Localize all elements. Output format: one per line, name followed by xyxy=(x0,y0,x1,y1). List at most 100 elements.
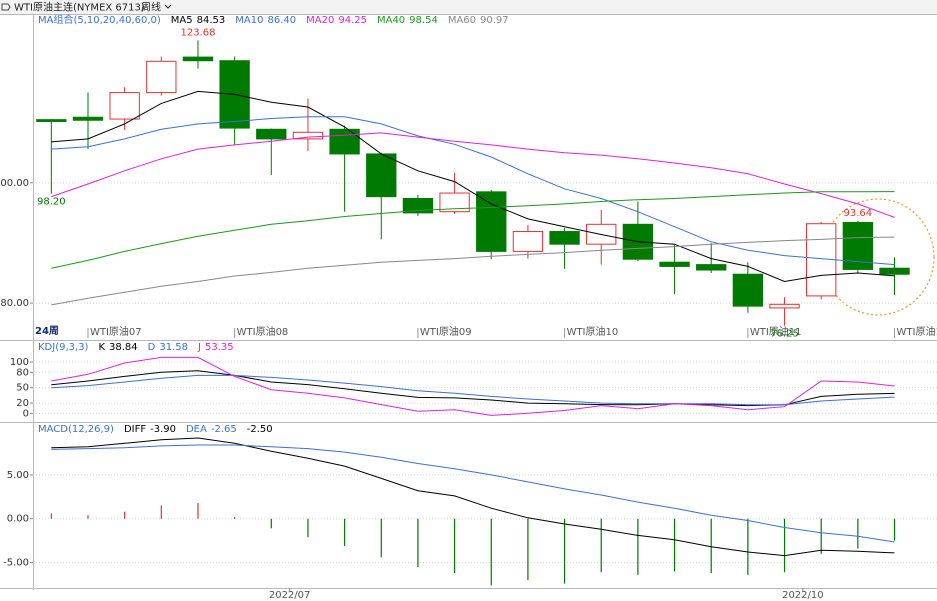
macd-bar xyxy=(783,518,786,573)
legend-title: MA组合(5,10,20,40,60,0) xyxy=(38,13,161,26)
candle-body xyxy=(696,264,727,271)
macd-bar xyxy=(270,518,272,529)
legend-value: 94.25 xyxy=(338,15,367,26)
macd-bar xyxy=(124,511,126,519)
macd-bar xyxy=(417,518,419,567)
candle-body xyxy=(402,197,434,214)
candle-body xyxy=(439,192,470,213)
legend-value: 53.35 xyxy=(205,342,234,353)
period[interactable]: 周线 xyxy=(141,1,161,14)
macd-bar xyxy=(490,518,492,586)
period-label: 24周 xyxy=(35,325,59,337)
legend-value: -2.65 xyxy=(211,424,237,435)
macd-bar xyxy=(893,518,896,541)
legend-value: 84.53 xyxy=(197,15,226,26)
line-k xyxy=(51,370,895,407)
candle-body xyxy=(292,131,324,140)
x-tick-label: WTI原油10 xyxy=(567,325,619,338)
y-tick-label: 5.00 xyxy=(7,470,29,481)
extreme-label: 123.68 xyxy=(180,27,215,38)
macd-bar xyxy=(344,518,346,546)
candle-body xyxy=(659,261,690,267)
macd-bar xyxy=(747,518,749,575)
legend-name: DIFF xyxy=(124,424,146,435)
candle-body xyxy=(36,119,67,122)
candle-body xyxy=(256,128,287,140)
legend-name: MA60 xyxy=(448,15,476,26)
extreme-label: 98.20 xyxy=(37,197,66,208)
line-ma10 xyxy=(51,116,895,266)
macd-bar xyxy=(563,518,566,584)
x-tick-label: WTI原油11 xyxy=(750,325,802,338)
legend-value: -3.90 xyxy=(150,424,176,435)
line-ma20 xyxy=(51,132,895,218)
candle-body xyxy=(476,191,507,252)
x-tick-label: WTI原油09 xyxy=(420,325,472,338)
candle-body xyxy=(329,128,360,155)
line-dea xyxy=(51,444,895,543)
legend-value: 98.54 xyxy=(409,15,438,26)
line-diff xyxy=(51,437,895,557)
y-tick-label: 100 xyxy=(10,357,29,368)
legend-name: MA20 xyxy=(306,15,334,26)
macd-bar xyxy=(710,518,712,574)
macd-bar xyxy=(307,518,309,538)
macd-bar xyxy=(197,502,199,519)
extreme-label: 93.64 xyxy=(844,208,873,219)
candle-body xyxy=(146,60,177,94)
y-tick-label: 50 xyxy=(16,383,29,394)
highlight-circle xyxy=(821,198,935,316)
x-tick-label: WTI原油12 xyxy=(897,325,937,338)
x-tick-label: WTI原油08 xyxy=(237,325,289,338)
legend-name: DEA xyxy=(186,424,207,435)
y-tick-label: 20 xyxy=(16,398,29,409)
legend-value: 31.58 xyxy=(159,342,188,353)
x-tick-label: WTI原油07 xyxy=(90,325,142,338)
legend-name: J xyxy=(197,342,201,353)
legend-name: D xyxy=(148,342,156,353)
symbol[interactable]: WTI原油主连(NYMEX 6713) xyxy=(14,1,145,14)
candle-body xyxy=(109,92,140,120)
line-j xyxy=(51,356,895,416)
line-d xyxy=(51,374,895,406)
candle-body xyxy=(366,153,397,198)
top-bar xyxy=(0,0,937,14)
candle-body xyxy=(549,231,580,245)
macd-bar xyxy=(50,513,52,519)
macd-bar xyxy=(453,518,456,574)
macd-bar xyxy=(600,518,602,573)
period-chevron[interactable] xyxy=(164,4,172,9)
legend-value: 90.97 xyxy=(480,15,509,26)
y-tick-label: -5.00 xyxy=(3,558,29,569)
extreme-label: 76.25 xyxy=(770,329,799,340)
symbol-icon[interactable] xyxy=(1,3,11,11)
line-ma40 xyxy=(51,191,895,269)
legend-name: MA5 xyxy=(171,15,193,26)
macd-bar xyxy=(857,518,859,549)
x-tick-label: 2022/10 xyxy=(782,590,824,601)
y-tick-label: 80 xyxy=(16,367,29,378)
x-tick-label: 2022/07 xyxy=(269,590,311,601)
y-tick-label: 0.00 xyxy=(7,514,29,525)
legend-name: MA40 xyxy=(377,15,405,26)
candle-body xyxy=(732,273,764,307)
y-tick-label: 80.00 xyxy=(0,298,29,309)
y-tick-label: 100.00 xyxy=(0,178,29,189)
legend-title: MACD(12,26,9) xyxy=(38,424,114,435)
legend-value: 86.40 xyxy=(267,15,296,26)
legend-name: K xyxy=(98,342,105,353)
candle-body xyxy=(879,267,910,275)
macd-bar xyxy=(637,518,639,575)
legend-value: 38.84 xyxy=(109,342,138,353)
macd-bar xyxy=(820,518,822,554)
candle-body xyxy=(182,56,214,62)
candle-body xyxy=(512,231,544,252)
candle-body xyxy=(769,303,800,309)
macd-bar xyxy=(160,505,162,519)
macd-bar xyxy=(87,515,89,519)
legend-name: MA10 xyxy=(235,15,263,26)
legend-title: KDJ(9,3,3) xyxy=(38,342,89,353)
macd-bar xyxy=(527,518,529,581)
